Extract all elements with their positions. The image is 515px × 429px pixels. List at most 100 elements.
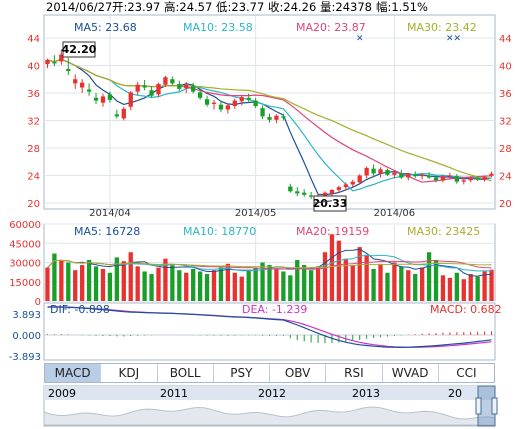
- navigator-year-strip: [44, 386, 495, 400]
- candle-body: [239, 97, 244, 102]
- price-tick-label-right: 20: [499, 199, 512, 210]
- candle-body: [433, 177, 439, 181]
- candle-body: [308, 195, 314, 197]
- volume-bar: [184, 272, 189, 301]
- header-date: 2014/06/27: [46, 0, 112, 14]
- volume-bar: [45, 267, 50, 301]
- candle-body: [52, 62, 57, 64]
- candle-body: [204, 99, 210, 105]
- macd-tick-label: 3.893: [12, 310, 41, 321]
- price-tick-label-right: 28: [499, 144, 512, 155]
- candle-body: [45, 60, 50, 65]
- navigator-history-area: [43, 406, 496, 426]
- tab-obv[interactable]: OBV: [270, 364, 327, 382]
- volume-bar: [149, 274, 154, 301]
- volume-bar: [288, 275, 293, 301]
- volume-bar: [378, 263, 383, 301]
- volume-bar: [232, 272, 237, 301]
- header-change: 幅:1.51%: [376, 0, 428, 14]
- candle-body: [66, 68, 71, 71]
- tab-kdj[interactable]: KDJ: [101, 364, 158, 382]
- volume-bar: [191, 268, 196, 301]
- candle-body: [378, 169, 383, 174]
- volume-bar: [475, 276, 480, 301]
- dif-legend: DIF: -0.898: [50, 303, 110, 316]
- candle-body: [73, 79, 78, 84]
- volume-bar: [281, 271, 286, 301]
- candle-body: [197, 92, 203, 98]
- candlesticks: [45, 50, 494, 201]
- min-price-label: 20.33: [313, 197, 348, 210]
- tab-psy[interactable]: PSY: [214, 364, 270, 382]
- candle-body: [440, 176, 446, 181]
- candle-body: [385, 170, 390, 175]
- candle-body: [211, 102, 217, 104]
- event-marker-icon: ✕✕: [446, 34, 461, 44]
- navigator-left-handle[interactable]: [475, 397, 482, 415]
- volume-bar: [489, 269, 494, 301]
- tab-boll[interactable]: BOLL: [158, 364, 214, 382]
- volume-bar: [454, 272, 459, 301]
- volume-bar: [336, 240, 342, 301]
- volume-bar: [322, 252, 328, 301]
- price-tick-label-right: 32: [499, 117, 512, 128]
- tab-cci[interactable]: CCI: [456, 366, 477, 380]
- volume-bar: [385, 272, 390, 301]
- volume-bar: [267, 265, 272, 301]
- header-high: 高:24.57: [164, 0, 212, 14]
- volume-bar: [177, 270, 182, 301]
- volume-tick-label: 15000: [9, 278, 41, 289]
- header-close: 收:24.26: [268, 0, 316, 14]
- volume-bar: [86, 259, 92, 301]
- tab-macd[interactable]: MACD: [45, 364, 102, 382]
- min-price-pointer: [313, 200, 333, 204]
- price-tick-label-left: 36: [27, 89, 40, 100]
- candle-body: [482, 176, 487, 180]
- vol-ma20-legend: MA20: 19159: [296, 225, 369, 238]
- tab-wvad[interactable]: WVAD: [383, 364, 439, 382]
- candle-body: [322, 192, 328, 197]
- candle-body: [267, 117, 272, 120]
- price-tick-label-left: 20: [27, 199, 40, 210]
- price-tick-label-right: 24: [499, 172, 512, 183]
- volume-bar: [156, 267, 161, 301]
- volume-tick-label: 0: [35, 297, 41, 308]
- volume-bar: [170, 265, 175, 301]
- candle-body: [406, 174, 411, 178]
- ma20-legend: MA20: 23.87: [296, 21, 366, 34]
- candle-body: [232, 100, 237, 107]
- candle-body: [80, 82, 85, 88]
- nav-year-label: 2012: [258, 387, 286, 400]
- date-tick-label: 2014/04: [89, 208, 131, 219]
- indicator-tabs: MACD KDJ BOLL PSY OBV RSI WVAD CCI: [44, 363, 495, 383]
- candle-body: [350, 181, 355, 185]
- price-axis: 44 44 40 40 36 36 32 32 28 28 24 24 20 20: [27, 34, 511, 210]
- volume-bar: [142, 271, 147, 301]
- volume-bar: [225, 263, 231, 301]
- candle-body: [121, 108, 126, 119]
- candle-body: [489, 173, 494, 176]
- navigator-area: [43, 406, 496, 426]
- tab-rsi[interactable]: RSI: [326, 364, 383, 382]
- candle-body: [260, 108, 265, 117]
- candle-body: [419, 174, 425, 177]
- candle-body: [281, 116, 286, 118]
- header-open: 开:23.97: [112, 0, 160, 14]
- candle-body: [302, 192, 307, 195]
- volume-tick-label: 30000: [9, 259, 41, 270]
- volume-bar: [426, 252, 432, 301]
- ma30-line: [47, 58, 492, 182]
- volume-bar: [121, 261, 126, 301]
- candle-body: [336, 187, 342, 190]
- candle-body: [392, 172, 397, 175]
- max-price-label: 42.20: [62, 43, 97, 56]
- candle-body: [149, 90, 154, 96]
- navigator-right-handle[interactable]: [491, 397, 498, 415]
- header-low: 低:23.77: [216, 0, 264, 14]
- volume-bar: [253, 267, 258, 301]
- volume-bar: [204, 274, 210, 301]
- volume-bar: [135, 266, 140, 301]
- volume-bar: [419, 267, 425, 301]
- candle-body: [357, 175, 362, 183]
